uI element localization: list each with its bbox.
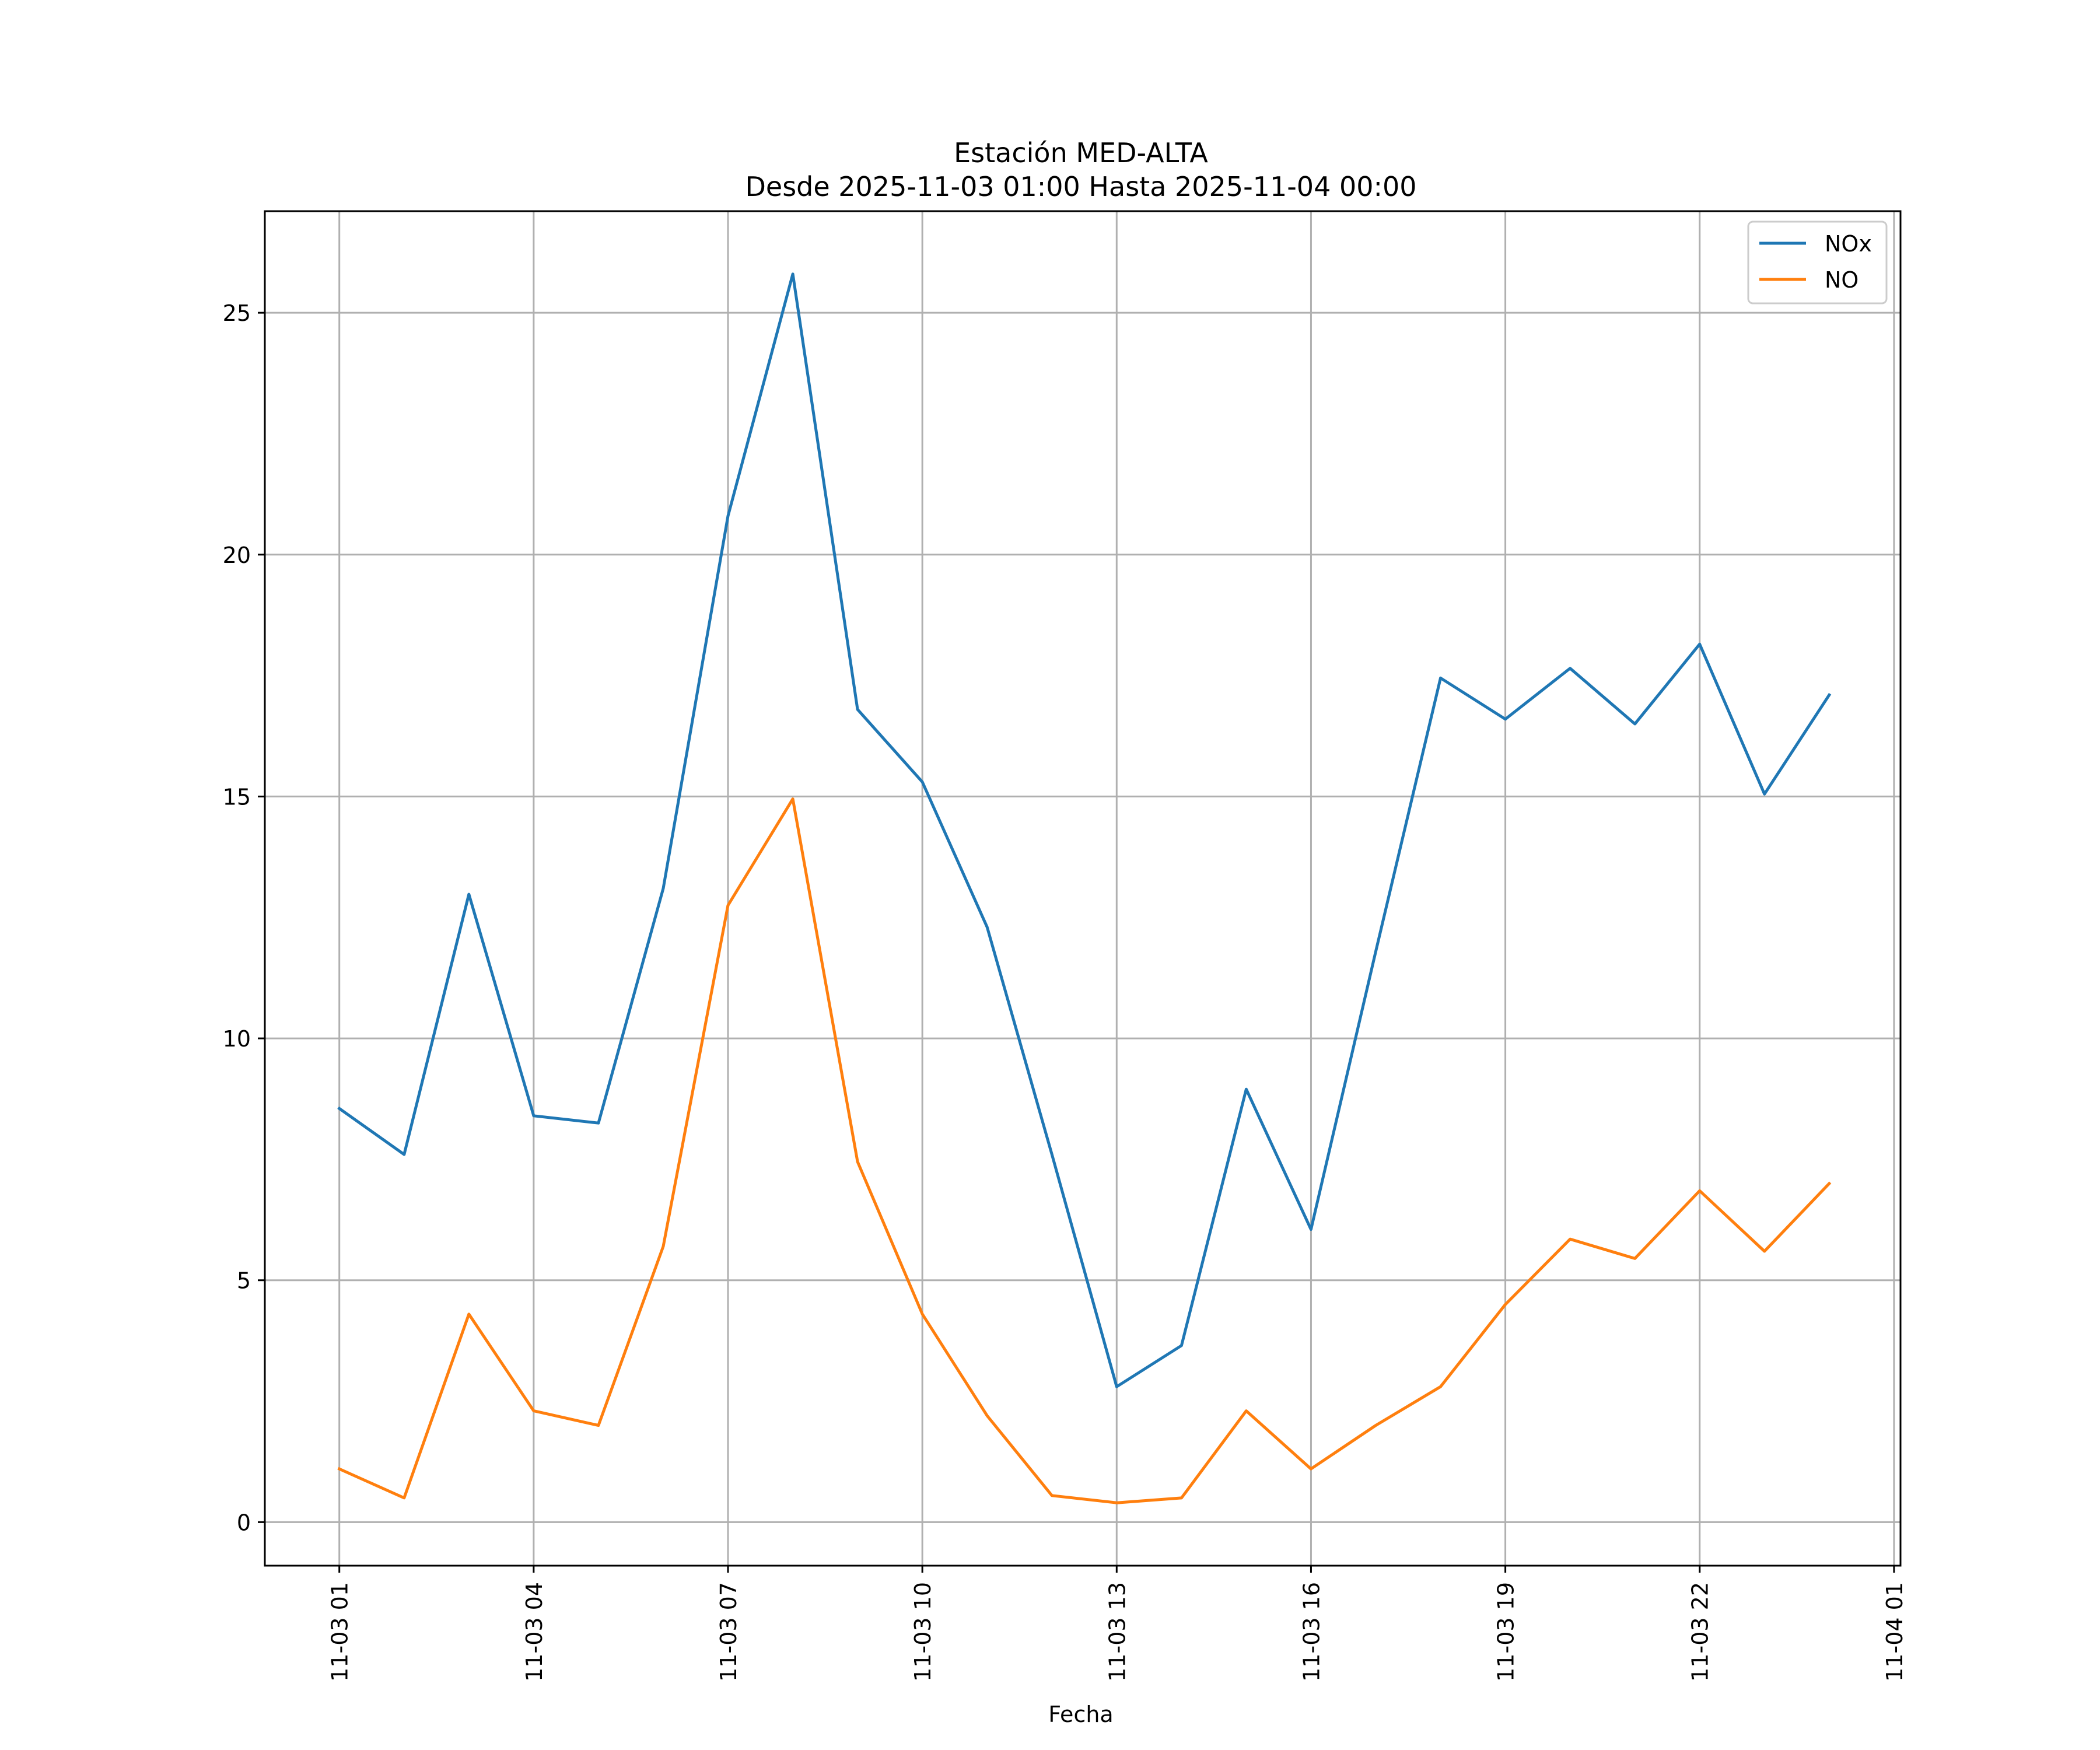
axis-ticks: 0 5 10 15 20 25 11-03 01 11-03 04 11-03 07 11-03 … [223,300,1908,1682]
x-tick-label: 11-03 01 [327,1582,353,1682]
y-tick-label: 10 [223,1026,251,1052]
x-tick-label: 11-03 13 [1104,1582,1130,1682]
x-tick-label: 11-03 07 [716,1582,741,1682]
y-tick-label: 15 [223,784,251,810]
y-tick-label: 25 [223,300,251,326]
series-lines [337,272,1832,1504]
chart-title-line2: Desde 2025-11-03 01:00 Hasta 2025-11-04 … [745,171,1416,202]
legend-label-no: NO [1825,267,1859,293]
x-tick-label: 11-03 22 [1688,1582,1713,1682]
x-tick-label: 11-03 10 [910,1582,936,1682]
grid [265,211,1901,1566]
x-tick-label: 11-03 19 [1493,1582,1519,1682]
x-tick-label: 11-03 04 [522,1582,547,1682]
y-tick-label: 0 [237,1510,251,1535]
series-line-no [337,797,1832,1504]
chart-title-line1: Estación MED-ALTA [954,137,1208,169]
y-tick-label: 20 [223,542,251,568]
series-line-nox [337,272,1832,1388]
plot-frame [264,210,1902,1567]
y-tick-label: 5 [237,1268,251,1294]
x-tick-label: 11-03 16 [1298,1582,1324,1682]
x-tick-label: 11-04 01 [1882,1582,1908,1682]
legend-label-nox: NOx [1825,231,1872,257]
x-axis-label: Fecha [1048,1702,1113,1727]
legend: NOx NO [1747,220,1888,304]
